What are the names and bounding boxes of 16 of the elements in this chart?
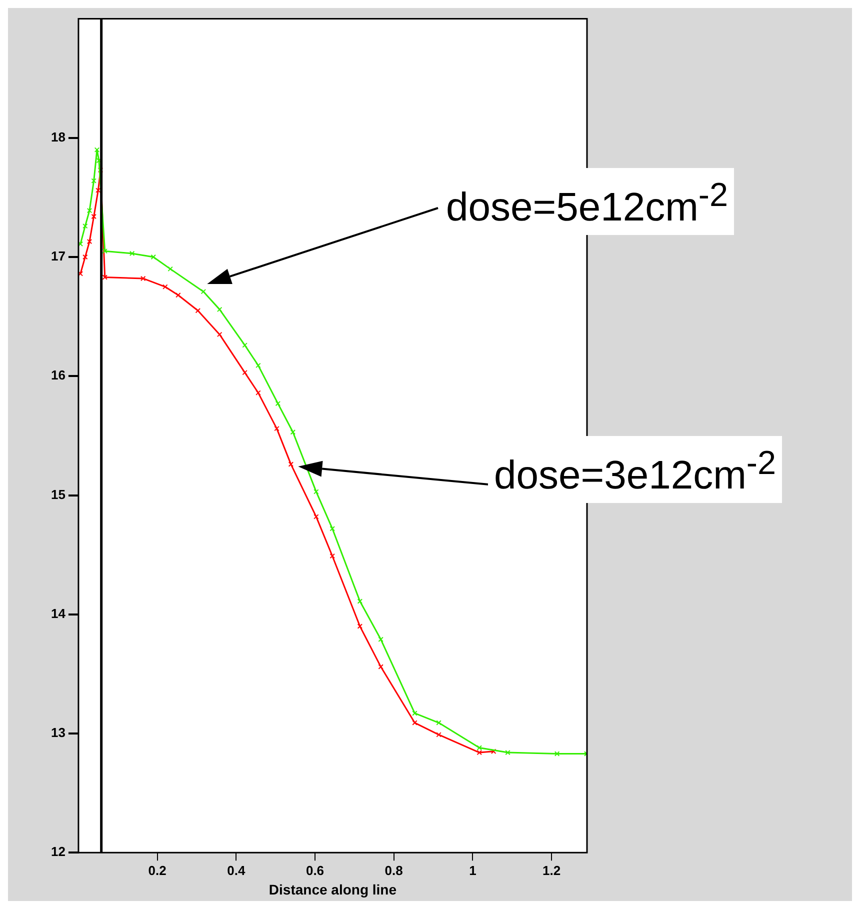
y-tick-label: 16 — [50, 368, 66, 383]
x-tick-label: 0.6 — [306, 862, 324, 878]
x-tick-label: 0.4 — [227, 862, 246, 878]
y-tick-label: 13 — [50, 725, 66, 740]
x-axis-title: Distance along line — [268, 881, 397, 898]
y-tick-label: 14 — [50, 606, 66, 621]
x-tick-label: 0.2 — [148, 862, 166, 878]
y-tick-label: 15 — [50, 486, 66, 502]
y-tick-label: 17 — [50, 248, 66, 264]
y-tick-label: 18 — [50, 129, 66, 144]
x-tick-label: 0.8 — [384, 862, 403, 878]
x-tick-label: 1 — [469, 862, 476, 878]
x-tick-label: 1.2 — [542, 862, 561, 878]
annotation: dose=3e12cm$^{-2}$ — [488, 436, 782, 504]
annotation: dose=5e12cm$^{-2}$ — [440, 168, 734, 236]
y-tick-label: 12 — [50, 844, 66, 860]
